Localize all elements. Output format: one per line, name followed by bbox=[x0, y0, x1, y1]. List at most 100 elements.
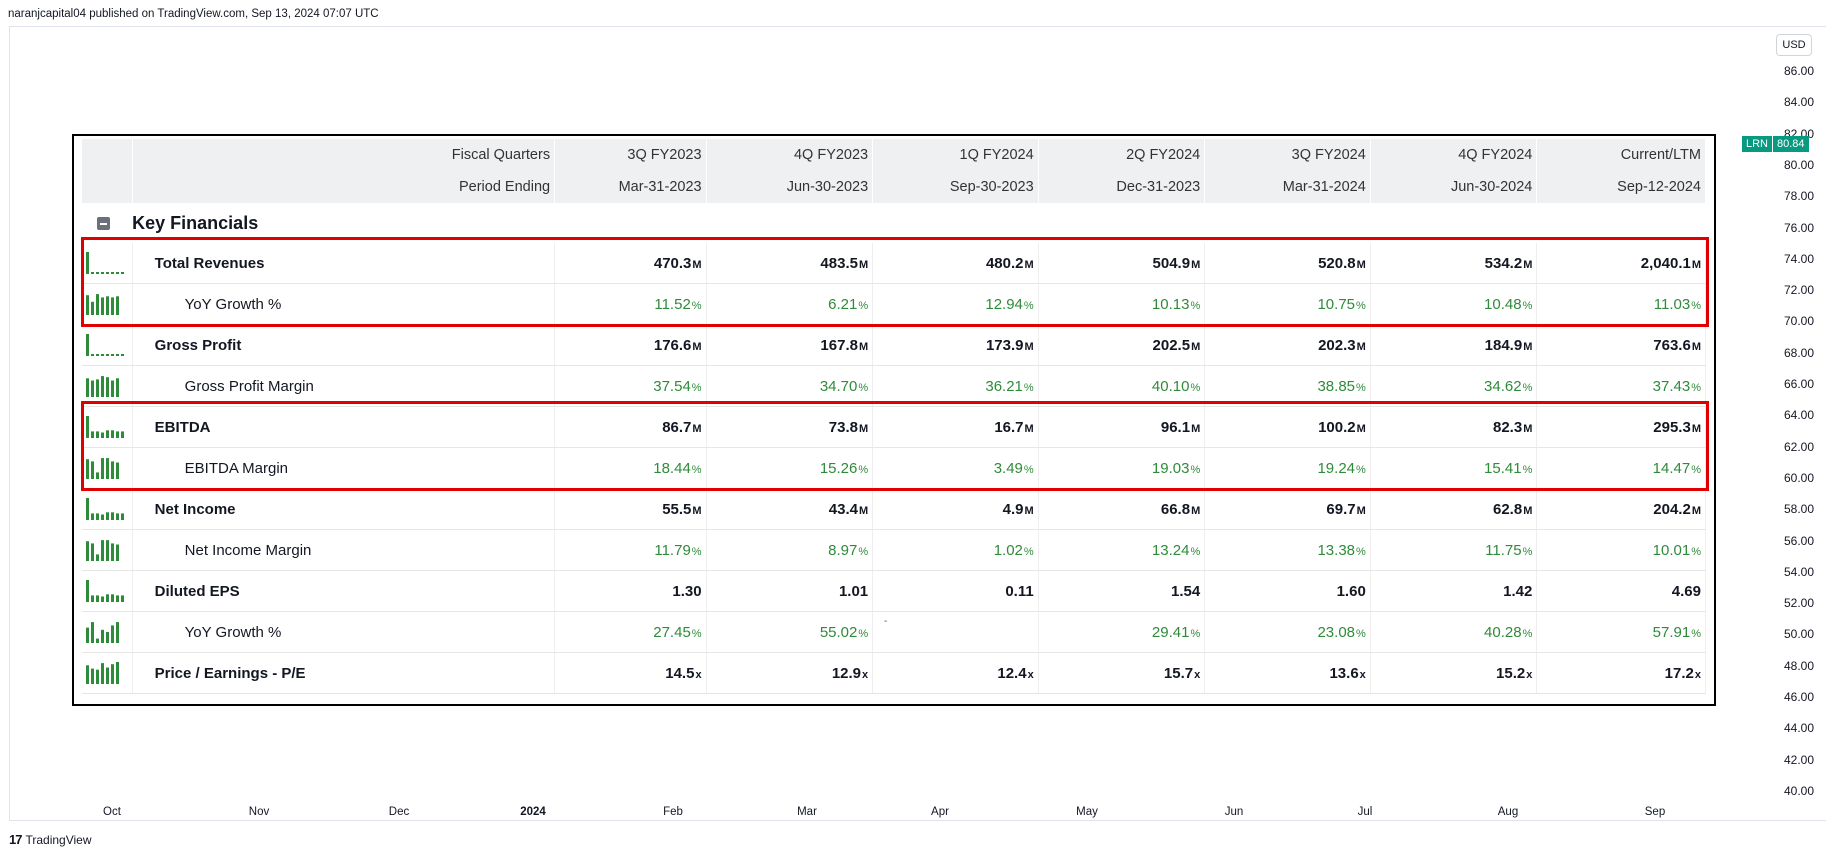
currency-button[interactable]: USD bbox=[1776, 34, 1812, 56]
value-cell: 470.3M bbox=[554, 243, 707, 284]
cell-value: 100.2 bbox=[1318, 418, 1356, 436]
sparkline-cell[interactable] bbox=[82, 652, 133, 694]
cell-value: 1.60 bbox=[1336, 582, 1366, 600]
cell-value: 10.13 bbox=[1151, 295, 1190, 313]
cell-unit: % bbox=[1190, 463, 1201, 476]
sparkline-bar bbox=[96, 294, 99, 315]
value-cell: 2,040.1M bbox=[1536, 243, 1706, 284]
financials-table: Fiscal Quarters 3Q FY2023 4Q FY2023 1Q FY20… bbox=[82, 139, 1706, 694]
cell-value: 4.9 bbox=[1002, 500, 1024, 518]
cell-unit: % bbox=[691, 381, 702, 394]
value-cell: 11.03% bbox=[1536, 283, 1706, 325]
cell-unit: % bbox=[1691, 627, 1701, 640]
cell-value: 4.69 bbox=[1671, 582, 1701, 600]
cell-unit: x bbox=[1194, 668, 1201, 681]
cell-value: 11.79 bbox=[654, 541, 691, 559]
cell-value: 40.28 bbox=[1484, 623, 1522, 641]
price-tick: 56.00 bbox=[1784, 533, 1815, 548]
cell-value: 19.03 bbox=[1151, 459, 1190, 477]
value-cell bbox=[872, 611, 1039, 653]
financial-row: Net Income Margin 11.79% 8.97% 1.02% 13.24% 1… bbox=[82, 529, 1706, 571]
sparkline-cell[interactable] bbox=[82, 324, 133, 366]
time-tick: Feb bbox=[663, 806, 683, 818]
cell-value: 483.5 bbox=[820, 254, 858, 272]
sparkline-cell[interactable] bbox=[82, 570, 133, 612]
cell-value: 34.62 bbox=[1484, 377, 1522, 395]
price-tick: 80.00 bbox=[1784, 157, 1815, 172]
sparkline-bar bbox=[86, 627, 89, 643]
financials-panel: Fiscal Quarters 3Q FY2023 4Q FY2023 1Q FY20… bbox=[72, 134, 1716, 706]
cell-unit: M bbox=[1356, 504, 1366, 517]
sparkline-chart bbox=[86, 458, 119, 479]
price-tick: 46.00 bbox=[1784, 690, 1815, 704]
financial-row: YoY Growth % 27.45% 55.02% 29.41% 23.08% 40.2… bbox=[82, 611, 1706, 653]
sparkline-bar bbox=[111, 430, 114, 438]
cell-unit: % bbox=[1190, 627, 1201, 640]
cell-unit: % bbox=[1023, 381, 1034, 394]
sparkline-bar bbox=[106, 354, 109, 356]
sparkline-bar bbox=[116, 662, 119, 684]
highlight-box-ebitda bbox=[81, 401, 1709, 491]
cell-value: 11.75 bbox=[1485, 541, 1522, 559]
time-tick: Jul bbox=[1357, 806, 1373, 818]
price-tick: 86.00 bbox=[1784, 64, 1815, 78]
sparkline-bar bbox=[106, 430, 109, 438]
value-cell: 12.4x bbox=[872, 652, 1039, 694]
cell-unit: M bbox=[858, 504, 869, 517]
cell-unit: M bbox=[1356, 340, 1366, 353]
cell-value: 1.01 bbox=[838, 582, 869, 600]
collapse-icon[interactable] bbox=[96, 217, 110, 231]
sparkline-cell[interactable] bbox=[82, 365, 133, 407]
cell-value: 15.7 bbox=[1163, 664, 1194, 682]
sparkline-cell[interactable] bbox=[82, 406, 133, 448]
chart-area[interactable] bbox=[9, 26, 1826, 821]
value-cell: 100.2M bbox=[1204, 406, 1371, 448]
row-label: YoY Growth % bbox=[132, 283, 556, 325]
financial-row: Price / Earnings - P/E 14.5x 12.9x 12.4x 15.… bbox=[82, 652, 1706, 694]
cell-unit: % bbox=[858, 299, 869, 312]
tradingview-brand[interactable]: 17 TradingView bbox=[9, 832, 92, 847]
cell-unit: % bbox=[858, 627, 869, 640]
value-cell: 17.2x bbox=[1536, 652, 1706, 694]
sparkline-chart bbox=[86, 662, 119, 684]
value-cell: 176.6M bbox=[554, 324, 707, 366]
sparkline-chart bbox=[86, 540, 119, 561]
cell-unit: % bbox=[1023, 463, 1034, 476]
value-cell: 34.70% bbox=[706, 365, 874, 407]
publish-info: naranjcapital04 published on TradingView… bbox=[8, 8, 379, 20]
sparkline-bar bbox=[86, 334, 89, 356]
sparkline-cell[interactable] bbox=[82, 447, 133, 489]
sparkline-cell[interactable] bbox=[82, 283, 133, 325]
cell-unit: M bbox=[1356, 422, 1366, 435]
cell-value: 12.94 bbox=[985, 295, 1023, 313]
value-cell: 1.60 bbox=[1204, 570, 1371, 612]
cell-unit: M bbox=[692, 422, 702, 435]
section-collapse[interactable] bbox=[82, 203, 132, 243]
cell-value: 29.41 bbox=[1151, 623, 1190, 641]
time-tick: Oct bbox=[103, 806, 121, 818]
cell-unit: M bbox=[1356, 258, 1366, 271]
sparkline-cell[interactable] bbox=[82, 243, 133, 284]
sparkline-cell[interactable] bbox=[82, 529, 133, 571]
sparkline-cell[interactable] bbox=[82, 488, 133, 530]
sparkline-bar bbox=[111, 272, 114, 274]
cell-value: 480.2 bbox=[985, 254, 1024, 272]
value-cell: 15.7x bbox=[1038, 652, 1206, 694]
cell-value: 11.52 bbox=[654, 295, 691, 313]
value-cell: 184.9M bbox=[1370, 324, 1538, 366]
sparkline-bar bbox=[101, 596, 104, 602]
sparkline-bar bbox=[121, 354, 124, 356]
price-tick: 84.00 bbox=[1784, 95, 1815, 110]
cell-value: 38.85 bbox=[1317, 377, 1356, 395]
cell-unit: % bbox=[1691, 299, 1701, 312]
cell-unit: M bbox=[858, 422, 869, 435]
cell-value: 1.42 bbox=[1503, 582, 1533, 600]
cell-unit: % bbox=[691, 463, 702, 476]
value-cell: 173.9M bbox=[872, 324, 1039, 366]
value-cell: 57.91% bbox=[1536, 611, 1706, 653]
cell-value: 23.08 bbox=[1317, 623, 1356, 641]
sparkline-bar bbox=[101, 629, 104, 643]
sparkline-bar bbox=[116, 462, 119, 479]
cell-unit: M bbox=[1191, 340, 1201, 353]
sparkline-cell[interactable] bbox=[82, 611, 133, 653]
